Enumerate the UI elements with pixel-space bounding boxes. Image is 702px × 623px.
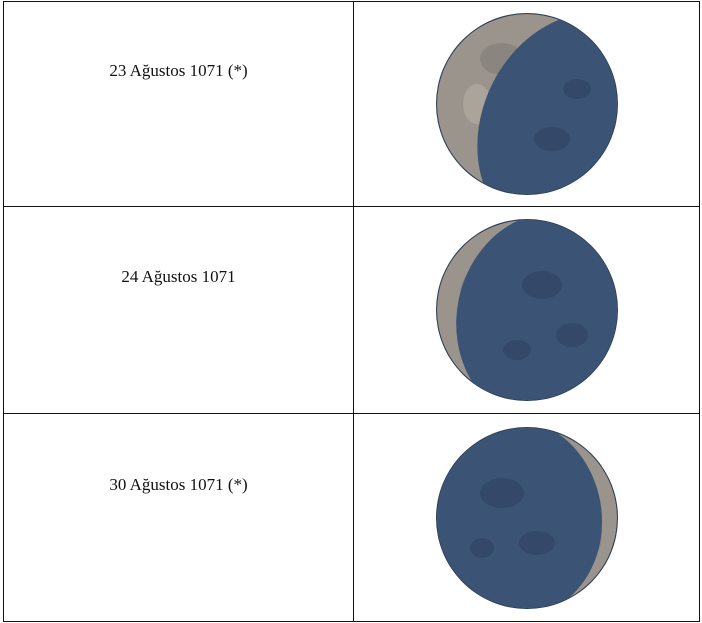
table-row: 23 Ağustos 1071 (*): [3, 1, 700, 207]
table-row: 24 Ağustos 1071: [3, 206, 700, 414]
waxing-crescent-moon-icon: [435, 426, 618, 609]
waning-crescent-moon-icon: [435, 13, 618, 195]
moon-phase-table: 23 Ağustos 1071 (*) 24 Ağustos 1: [3, 1, 700, 622]
date-label: 23 Ağustos 1071 (*): [109, 61, 248, 80]
date-cell: 24 Ağustos 1071: [3, 206, 354, 414]
table-row: 30 Ağustos 1071 (*): [3, 413, 700, 622]
moon-cell: [353, 1, 700, 207]
moon-cell: [353, 206, 700, 414]
date-cell: 23 Ağustos 1071 (*): [3, 1, 354, 207]
waning-crescent-moon-icon: [435, 219, 618, 401]
date-cell: 30 Ağustos 1071 (*): [3, 413, 354, 622]
moon-cell: [353, 413, 700, 622]
date-label: 30 Ağustos 1071 (*): [109, 474, 248, 494]
date-label: 24 Ağustos 1071: [121, 267, 236, 286]
